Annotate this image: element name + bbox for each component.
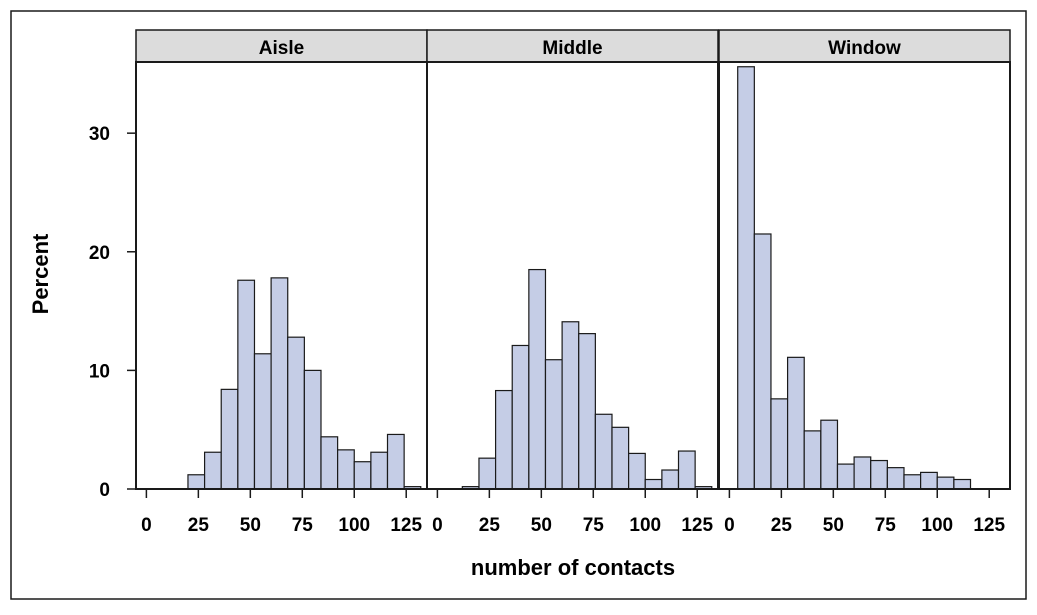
x-tick-label: 100	[338, 515, 370, 536]
histogram-bar	[270, 277, 289, 490]
x-tick-label: 25	[479, 515, 501, 536]
histogram-bar	[753, 233, 772, 490]
histogram-bar	[287, 336, 305, 490]
y-axis-title: Percent	[28, 233, 53, 314]
y-tick-label: 30	[89, 124, 110, 145]
panel-window: Window 0 25 50 75 100 125	[718, 29, 1011, 536]
histogram-bar	[661, 469, 680, 490]
histogram-bar	[628, 452, 646, 490]
strip-label-middle: Middle	[542, 38, 602, 59]
panel-aisle: Aisle 0 25 50 75 100 125	[135, 29, 428, 536]
histogram-bar	[870, 459, 888, 490]
histogram-bar	[337, 449, 355, 490]
histogram-bar	[511, 344, 530, 490]
histogram-bar	[528, 268, 547, 490]
histogram-bar	[953, 478, 972, 490]
x-tick-label: 0	[432, 515, 443, 536]
histogram-bar	[803, 430, 822, 490]
y-tick-label: 0	[99, 480, 110, 501]
histogram-bar	[561, 321, 580, 490]
x-tick-label: 125	[973, 515, 1005, 536]
histogram-bar	[786, 356, 805, 490]
histogram-bar	[303, 369, 322, 490]
histogram-bar	[836, 463, 855, 490]
strip-aisle	[135, 29, 428, 63]
histogram-bar	[936, 476, 955, 490]
histogram-bar	[544, 359, 563, 490]
x-tick-label: 25	[188, 515, 210, 536]
histogram-bar	[820, 419, 839, 490]
x-tick-label: 100	[921, 515, 953, 536]
strip-window	[718, 29, 1011, 63]
histogram-bar	[578, 333, 596, 490]
histogram-bar	[386, 433, 405, 490]
histogram-bar	[644, 478, 663, 490]
x-tick-label: 0	[724, 515, 735, 536]
panel-border-window	[718, 61, 1011, 490]
histogram-bar	[353, 461, 372, 490]
x-tick-label: 125	[681, 515, 713, 536]
histogram-bar	[253, 353, 272, 490]
histogram-bar	[903, 474, 922, 490]
strip-label-aisle: Aisle	[259, 38, 304, 59]
panel-middle: Middle 0 25 50 75 100 125	[426, 29, 719, 536]
x-tick-label: 75	[583, 515, 605, 536]
histogram-bar	[677, 450, 696, 490]
histogram-bar	[220, 388, 239, 490]
histogram-bar	[237, 279, 256, 490]
y-tick-label: 20	[89, 243, 110, 264]
histogram-bar	[886, 467, 905, 490]
x-tick-label: 50	[240, 515, 261, 536]
x-tick-label: 125	[390, 515, 422, 536]
x-tick-label: 0	[141, 515, 152, 536]
histogram-bar	[770, 398, 789, 490]
histogram-bar	[370, 451, 389, 490]
outer-frame	[10, 10, 1027, 600]
histogram-bar	[494, 389, 513, 490]
histogram-bar	[594, 413, 613, 490]
x-tick-label: 75	[875, 515, 897, 536]
strip-middle	[426, 29, 719, 63]
histogram-bar	[611, 426, 630, 490]
histogram-bar	[920, 471, 938, 490]
histogram-bar	[187, 474, 206, 490]
histogram-bar	[853, 456, 872, 490]
y-tick-label: 10	[89, 361, 110, 382]
x-tick-label: 50	[531, 515, 552, 536]
x-tick-label: 50	[823, 515, 844, 536]
histogram-bar	[478, 457, 497, 490]
x-axis-title: number of contacts	[471, 555, 675, 580]
histogram-bar	[203, 451, 222, 490]
histogram-bar	[320, 436, 339, 490]
x-tick-label: 75	[292, 515, 314, 536]
x-tick-label: 25	[771, 515, 793, 536]
strip-label-window: Window	[828, 38, 901, 59]
x-tick-label: 100	[629, 515, 661, 536]
histogram-bar	[737, 66, 755, 490]
